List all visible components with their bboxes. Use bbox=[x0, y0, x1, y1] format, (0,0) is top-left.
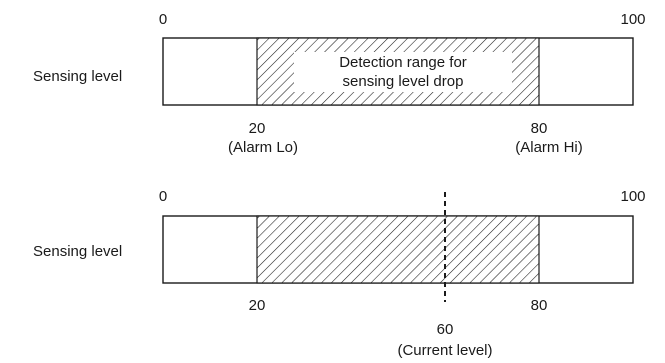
detection-range-hatch bbox=[256, 215, 540, 284]
diagram-current-level: 0 100 Sensing level 20 80 60 (Current le… bbox=[33, 188, 646, 359]
scale-min-label: 0 bbox=[159, 11, 167, 28]
current-level-caption: (Current level) bbox=[397, 342, 492, 359]
low-value: 20 bbox=[249, 297, 266, 314]
row-label: Sensing level bbox=[33, 68, 122, 85]
alarm-lo-caption: (Alarm Lo) bbox=[228, 139, 298, 156]
range-label-background bbox=[294, 52, 512, 92]
current-level-value: 60 bbox=[437, 321, 454, 338]
scale-max-label: 100 bbox=[620, 11, 645, 28]
range-label-line2: sensing level drop bbox=[343, 73, 464, 90]
scale-max-label: 100 bbox=[620, 188, 645, 205]
alarm-lo-value: 20 bbox=[249, 120, 266, 137]
row-label: Sensing level bbox=[33, 243, 122, 260]
alarm-hi-caption: (Alarm Hi) bbox=[515, 139, 583, 156]
diagram-alarm-range: 0 100 Sensing level Detection range for … bbox=[33, 11, 646, 156]
range-label-line1: Detection range for bbox=[339, 54, 467, 71]
alarm-hi-value: 80 bbox=[531, 120, 548, 137]
high-value: 80 bbox=[531, 297, 548, 314]
scale-min-label: 0 bbox=[159, 188, 167, 205]
